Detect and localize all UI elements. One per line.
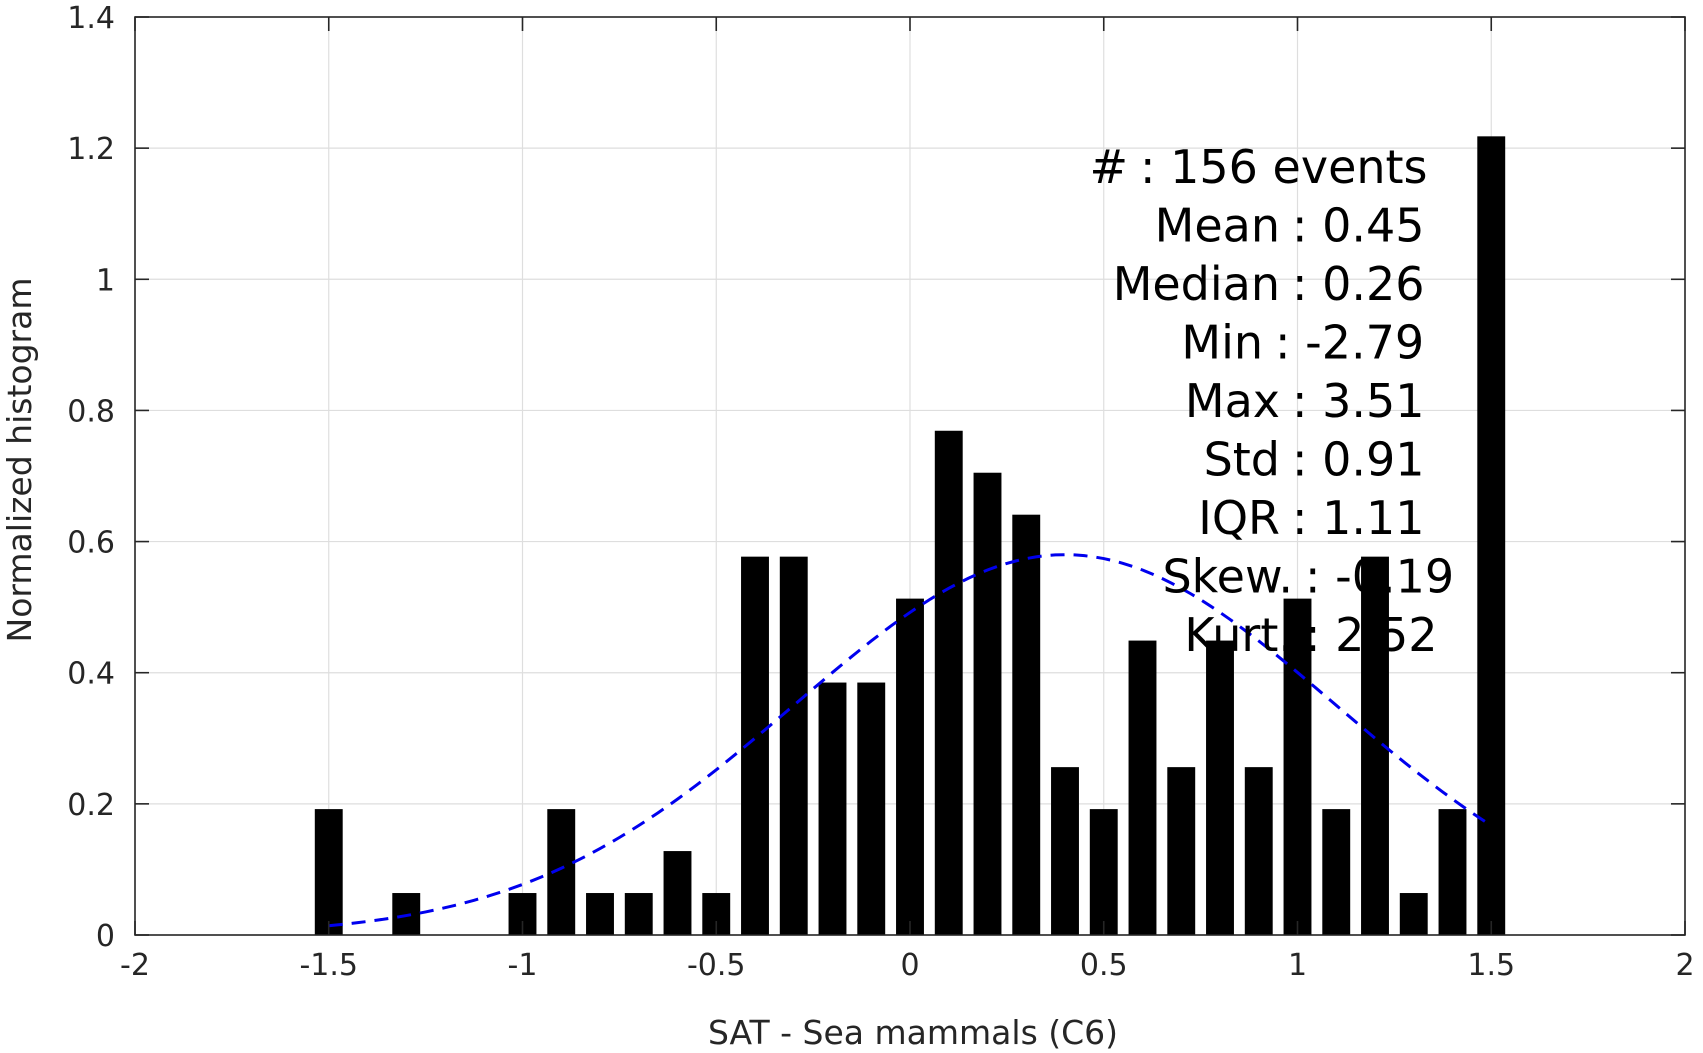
histogram-bars [314, 136, 1506, 936]
histogram-bar [1012, 514, 1041, 935]
stat-value: : 1.11 [1292, 491, 1425, 545]
histogram-bar [1089, 809, 1118, 935]
x-tick-label: -2 [120, 948, 150, 983]
stat-label: Skew. [1162, 550, 1293, 604]
stat-value: : -0.19 [1305, 550, 1454, 604]
histogram-bar [1051, 767, 1079, 935]
stat-label: Mean [1155, 199, 1280, 253]
stat-value: : 2.52 [1305, 608, 1438, 662]
x-tick-label: 2 [1675, 948, 1694, 983]
histogram-bar [857, 682, 886, 935]
y-tick-label: 1.2 [67, 132, 115, 167]
stat-label: Kurt. [1184, 608, 1293, 662]
stat-value: : 156 events [1140, 140, 1428, 194]
histogram-bar [663, 851, 692, 935]
histogram-bar [624, 893, 653, 935]
histogram-bar [934, 430, 963, 935]
histogram-bar [1128, 640, 1157, 935]
y-tick-label: 0.4 [67, 657, 115, 692]
stat-value: : 0.91 [1292, 433, 1425, 487]
histogram-bar [1206, 640, 1234, 935]
stat-label: # [1089, 140, 1128, 194]
stat-value: : -2.79 [1275, 316, 1424, 370]
x-tick-label: 1.5 [1467, 948, 1515, 983]
stat-label: Min [1181, 316, 1263, 370]
fit-curve-group [328, 553, 1493, 928]
stat-label: Std [1204, 433, 1280, 487]
x-axis-label: SAT - Sea mammals (C6) [708, 1013, 1118, 1052]
histogram-bar [392, 893, 421, 935]
stat-value: : 0.45 [1292, 199, 1425, 253]
x-tick-label: 0 [900, 948, 919, 983]
histogram-bar [1438, 809, 1467, 935]
y-tick-label: 1 [96, 263, 115, 298]
y-tick-label: 0.2 [67, 788, 115, 823]
x-tick-label: -1 [508, 948, 538, 983]
histogram-bar [818, 682, 847, 935]
histogram-bar [586, 893, 614, 935]
y-axis-label: Normalized histogram [0, 278, 39, 643]
x-tick-label: -1.5 [299, 948, 358, 983]
axes [134, 16, 1686, 936]
x-tick-label: 0.5 [1080, 948, 1128, 983]
stat-label: Median [1113, 257, 1280, 311]
histogram-bar [896, 598, 924, 935]
y-tick-label: 0.6 [67, 526, 115, 561]
fit-curve [328, 553, 1493, 928]
y-tick-label: 0 [96, 919, 115, 954]
stat-label: IQR [1198, 491, 1280, 545]
histogram-bar [1399, 893, 1428, 935]
y-tick-label: 0.8 [67, 394, 115, 429]
histogram-bar [1322, 809, 1351, 935]
x-tick-label: 1 [1288, 948, 1307, 983]
histogram-bar [779, 556, 808, 935]
histogram-bar [973, 472, 1002, 935]
y-tick-label: 1.4 [67, 1, 115, 36]
histogram-bar [314, 809, 343, 935]
histogram-bar [1167, 767, 1196, 935]
tick-labels: -2 -1.5 -1 -0.5 0 0.5 1 1.5 2 0 0.2 0.4 0.6 0.8 1 1.2 1.… [67, 1, 1694, 983]
stat-label: Max [1185, 374, 1280, 428]
histogram-bar [1477, 136, 1506, 936]
histogram-bar [1244, 767, 1273, 935]
stat-value: : 3.51 [1292, 374, 1425, 428]
stat-value: : 0.26 [1292, 257, 1425, 311]
histogram-bar [1283, 598, 1312, 935]
x-tick-label: -0.5 [687, 948, 746, 983]
